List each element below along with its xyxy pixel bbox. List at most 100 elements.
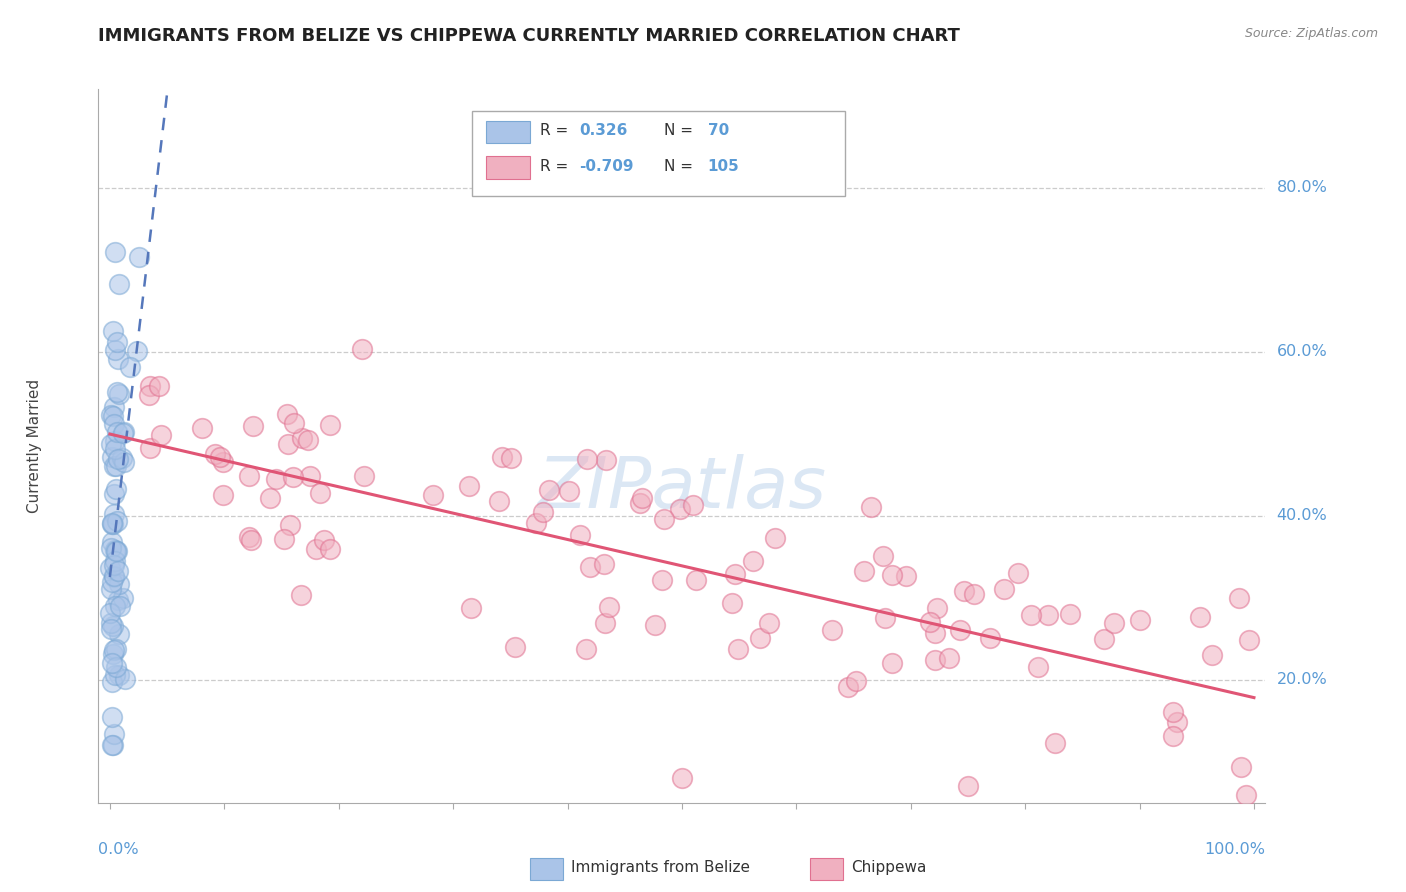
Point [685,573,707,587]
Point [319,541,342,556]
Point [460,600,482,615]
Point [979,632,1001,646]
Point [763,531,786,545]
Point [212,455,235,469]
Point [105,543,128,558]
Point [297,433,319,447]
Point [894,569,917,583]
Point [103,668,125,682]
Point [277,437,299,451]
Point [105,384,128,399]
Point [103,417,125,432]
Point [721,597,744,611]
Point [924,626,946,640]
Point [101,324,124,338]
Point [273,532,295,546]
Point [290,588,312,602]
Point [125,344,148,359]
Text: Chippewa: Chippewa [851,860,927,874]
Point [105,425,128,439]
Point [568,528,591,542]
Point [148,379,170,393]
Text: Currently Married: Currently Married [27,379,42,513]
Text: 80.0%: 80.0% [1277,180,1327,195]
Point [1201,648,1223,663]
Point [104,554,127,568]
Point [104,434,127,448]
Point [938,651,960,665]
Point [103,570,125,584]
Point [949,623,972,637]
Point [104,544,127,558]
Point [100,622,122,636]
Point [242,419,264,434]
Point [1239,633,1261,648]
Point [138,388,160,402]
Point [952,584,974,599]
Point [111,591,134,605]
Point [104,343,127,357]
Point [422,488,444,502]
Point [309,486,332,500]
Point [1166,714,1188,729]
Point [103,507,125,521]
Point [1036,608,1059,623]
Point [924,653,946,667]
Point [628,496,651,510]
Point [104,482,127,496]
Point [1163,705,1185,719]
Point [103,400,125,414]
Text: -0.709: -0.709 [579,159,634,174]
Point [758,615,780,630]
Point [576,451,599,466]
Point [278,518,301,533]
Point [352,342,374,356]
Point [304,541,326,556]
Point [103,619,125,633]
Point [918,615,941,629]
Point [103,569,125,583]
Point [993,582,1015,596]
Point [107,593,129,607]
Text: R =: R = [540,159,572,174]
Point [104,599,127,614]
Point [104,442,127,456]
Point [1230,760,1253,774]
Point [100,674,122,689]
Point [501,450,523,465]
Text: 20.0%: 20.0% [1277,673,1327,687]
Text: 60.0%: 60.0% [1277,344,1327,359]
Point [101,516,124,531]
Text: 100.0%: 100.0% [1205,842,1265,857]
Point [209,450,232,465]
Point [107,564,129,578]
Point [103,643,125,657]
Point [100,582,122,596]
Point [925,600,948,615]
Point [118,360,141,375]
Point [488,494,510,508]
Point [108,668,131,682]
Point [631,491,654,506]
Point [112,425,135,439]
Point [538,483,561,497]
FancyBboxPatch shape [810,858,844,880]
Point [107,452,129,467]
Point [128,251,150,265]
Point [101,575,124,590]
Point [100,408,122,422]
Point [956,780,979,794]
Point [1007,566,1029,581]
Text: R =: R = [540,123,572,138]
Point [644,617,666,632]
Point [531,505,554,519]
Point [593,615,616,630]
Point [457,479,479,493]
Point [1102,615,1125,630]
Point [593,558,616,572]
Point [1028,660,1050,674]
Point [100,615,122,630]
Point [821,624,844,638]
Point [742,554,765,568]
FancyBboxPatch shape [472,111,845,196]
